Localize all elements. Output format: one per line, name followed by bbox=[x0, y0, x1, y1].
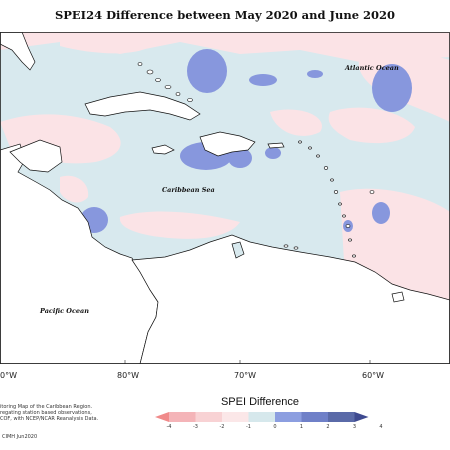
longitude-label: 0°W bbox=[0, 371, 17, 380]
legend-swatch bbox=[222, 412, 249, 422]
legend-swatch-min bbox=[155, 412, 169, 422]
hispaniola-land bbox=[199, 131, 256, 157]
legend-swatch bbox=[248, 412, 275, 422]
south-america-land bbox=[131, 234, 450, 364]
footer-credit: CIMH Jun2020 bbox=[2, 434, 38, 440]
small-islands bbox=[137, 62, 375, 258]
cuba-land bbox=[84, 91, 201, 121]
longitude-label: 70°W bbox=[234, 371, 257, 380]
legend-tick-label: -1 bbox=[246, 424, 251, 430]
legend-title: SPEI Difference bbox=[220, 396, 300, 408]
atlantic-ocean-label: Atlantic Ocean bbox=[344, 64, 399, 72]
legend-tick-label: 0 bbox=[273, 424, 277, 430]
legend-tick-label: -2 bbox=[219, 424, 225, 430]
caribbean-sea-label: Caribbean Sea bbox=[162, 186, 215, 194]
longitude-label: 80°W bbox=[117, 371, 140, 380]
map-panel: Atlantic Ocean Caribbean Sea Pacific Oce… bbox=[0, 32, 450, 364]
legend-tick-label: 4 bbox=[379, 424, 383, 430]
legend-tick-label: -3 bbox=[193, 424, 198, 430]
legend-colorbar bbox=[155, 409, 395, 428]
footer-note-line: itoring Map of the Caribbean Region. bbox=[0, 404, 93, 410]
legend-swatch bbox=[301, 412, 328, 422]
legend-svg bbox=[155, 412, 369, 422]
legend-swatch bbox=[275, 412, 302, 422]
pacific-ocean-label: Pacific Ocean bbox=[39, 307, 89, 315]
longitude-label: 60°W bbox=[362, 371, 385, 380]
map-title: SPEI24 Difference between May 2020 and J… bbox=[54, 8, 396, 22]
puerto-rico-land bbox=[267, 142, 285, 149]
legend-tick-label: 3 bbox=[352, 424, 357, 430]
legend-tick-label: 2 bbox=[326, 424, 330, 430]
trinidad-land bbox=[391, 291, 405, 303]
yucatan-land bbox=[9, 139, 63, 173]
legend-swatch bbox=[328, 412, 355, 422]
florida-land bbox=[0, 32, 36, 71]
legend-swatch bbox=[169, 412, 196, 422]
legend-tick-label: 1 bbox=[299, 424, 304, 430]
land-masses bbox=[0, 32, 450, 364]
legend-tick-label: -4 bbox=[166, 424, 172, 430]
map-svg: Atlantic Ocean Caribbean Sea Pacific Oce… bbox=[0, 32, 450, 364]
legend-swatch-max bbox=[354, 412, 369, 422]
footer-note-line: COF, with NCEP/NCAR Reanalysis Data. bbox=[0, 416, 99, 422]
footer-note-line: regating station based observations, bbox=[0, 410, 92, 416]
jamaica-land bbox=[151, 144, 175, 155]
legend-swatch bbox=[195, 412, 222, 422]
lake-maracaibo bbox=[231, 241, 245, 259]
